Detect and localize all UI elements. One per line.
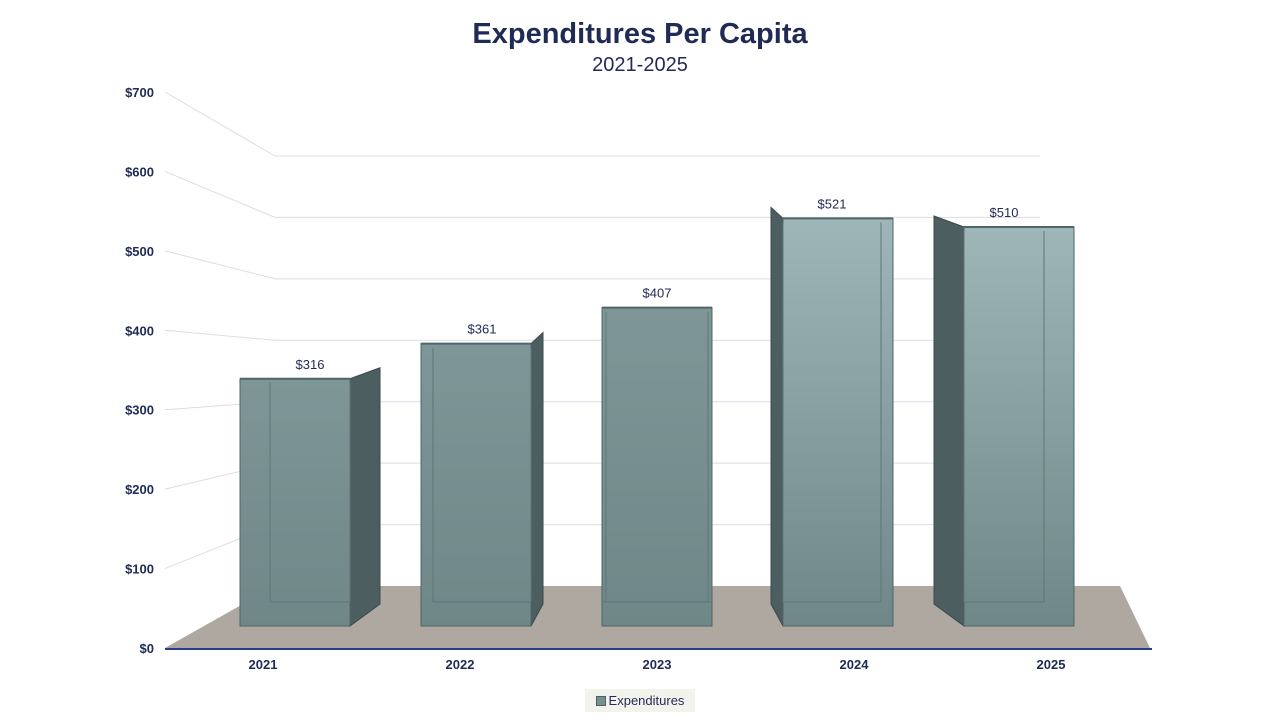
chart-subtitle: 2021-2025 <box>592 54 688 76</box>
bar <box>963 226 1075 627</box>
bar <box>420 343 532 627</box>
data-label: $407 <box>643 286 672 301</box>
gridline-side <box>164 250 276 280</box>
x-tick-label: 2025 <box>1037 657 1066 672</box>
y-tick-label: $200 <box>125 482 154 497</box>
bar-side-face <box>349 367 381 627</box>
y-tick-label: $0 <box>140 641 154 656</box>
data-label: $361 <box>468 322 497 337</box>
y-tick-label: $100 <box>125 562 154 577</box>
legend-label: Expenditures <box>608 693 685 708</box>
bar <box>782 217 894 627</box>
legend[interactable]: Expenditures <box>585 689 695 712</box>
gridline-side <box>164 329 276 341</box>
x-tick-label: 2024 <box>840 657 870 672</box>
y-tick-label: $700 <box>125 85 154 100</box>
y-tick-label: $600 <box>125 164 154 179</box>
data-label: $316 <box>296 357 325 372</box>
bar-side-face <box>530 331 544 627</box>
legend-swatch <box>595 695 606 706</box>
bar-side-face <box>770 206 784 627</box>
gridline-side <box>164 170 276 218</box>
data-label: $521 <box>818 196 847 211</box>
y-tick-label: $300 <box>125 403 154 418</box>
x-tick-label: 2021 <box>249 657 278 672</box>
data-label: $510 <box>990 205 1019 220</box>
chart-title: Expenditures Per Capita <box>472 18 808 50</box>
bar <box>601 307 713 627</box>
y-tick-label: $500 <box>125 244 154 259</box>
x-tick-label: 2022 <box>446 657 475 672</box>
x-tick-label: 2023 <box>643 657 672 672</box>
bar <box>239 378 351 627</box>
gridline-side <box>164 91 276 157</box>
y-tick-label: $400 <box>125 323 154 338</box>
bar-side-face <box>933 215 965 627</box>
